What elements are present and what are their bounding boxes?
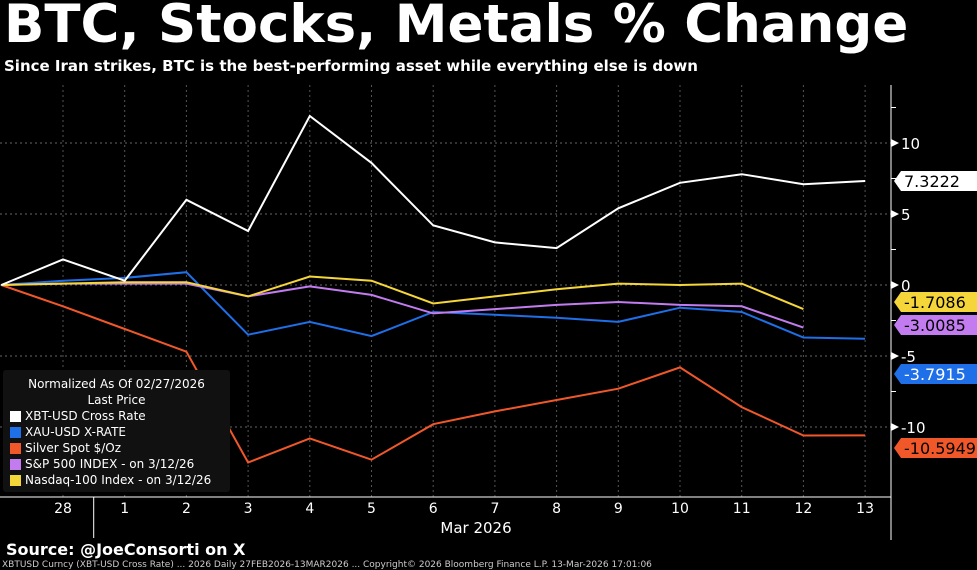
x-tick-label: 3 [244,501,253,517]
last-value-label: -10.5949 [904,439,976,458]
legend-label: XAU-USD X-RATE [25,425,126,439]
legend-swatch [10,410,21,422]
legend-label: Nasdaq-100 Index - on 3/12/26 [25,473,212,487]
chart-subtitle: Since Iran strikes, BTC is the best-perf… [4,57,698,75]
series-line [1,282,804,329]
x-tick-label: 1 [120,501,129,517]
last-value-tag [894,171,977,191]
legend-swatch [10,426,21,438]
y-tick-label: -10 [901,419,926,437]
x-tick-label: 28 [54,501,72,517]
y-tick-marker [891,423,899,431]
legend-header-line: Last Price [87,393,146,407]
last-value-label: -1.7086 [904,293,966,312]
legend-item: Nasdaq-100 Index - on 3/12/26 [3,472,230,488]
legend-label: Silver Spot $/Oz [25,441,122,455]
legend-label: XBT-USD Cross Rate [25,409,146,423]
y-tick-marker [891,210,899,218]
last-value-label: -3.0085 [904,316,966,335]
y-tick-label: 10 [901,135,920,153]
x-tick-label: 6 [429,501,438,517]
series-line [1,271,866,340]
source-note: Source: @JoeConsorti on X [6,540,246,559]
last-value-tag [894,315,977,335]
legend-label: S&P 500 INDEX - on 3/12/26 [25,457,195,471]
x-tick-label: 13 [856,501,874,517]
legend-item: XBT-USD Cross Rate [3,408,230,424]
legend-swatch [10,474,21,486]
legend-items: XBT-USD Cross Rate XAU-USD X-RATE Silver S… [3,408,230,488]
x-tick-label: 5 [367,501,376,517]
last-value-label: -3.7915 [904,365,966,384]
x-tick-label: 10 [671,501,689,517]
legend-header: Normalized As Of 02/27/2026 Last Price [3,376,230,408]
x-tick-label: 8 [552,501,561,517]
legend: Normalized As Of 02/27/2026 Last Price X… [3,370,230,492]
legend-item: Silver Spot $/Oz [3,440,230,456]
y-tick-marker [891,352,899,360]
footer-note: XBTUSD Curncy (XBT-USD Cross Rate) ... 2… [2,560,652,570]
x-tick-label: 7 [490,501,499,517]
y-tick-marker [891,281,899,289]
last-value-tag [894,364,977,384]
legend-swatch [10,442,21,454]
x-tick-label: 11 [733,501,751,517]
x-tick-label: 9 [614,501,623,517]
y-tick-label: -5 [901,348,916,366]
series-line [1,275,804,311]
legend-item: XAU-USD X-RATE [3,424,230,440]
x-tick-label: 12 [794,501,812,517]
series-line [0,114,866,286]
chart-title: BTC, Stocks, Metals % Change [4,0,909,55]
legend-header-line: Normalized As Of 02/27/2026 [28,377,205,391]
x-tick-label: 2 [182,501,191,517]
last-value-label: 7.3222 [904,172,960,191]
series-line [0,284,866,464]
last-value-tag [894,438,977,458]
last-value-tag [894,292,977,312]
legend-item: S&P 500 INDEX - on 3/12/26 [3,456,230,472]
y-tick-marker [891,139,899,147]
y-tick-label: 5 [901,206,911,224]
legend-swatch [10,458,21,470]
y-tick-label: 0 [901,277,911,295]
x-axis-label: Mar 2026 [440,519,511,537]
x-tick-label: 4 [305,501,314,517]
